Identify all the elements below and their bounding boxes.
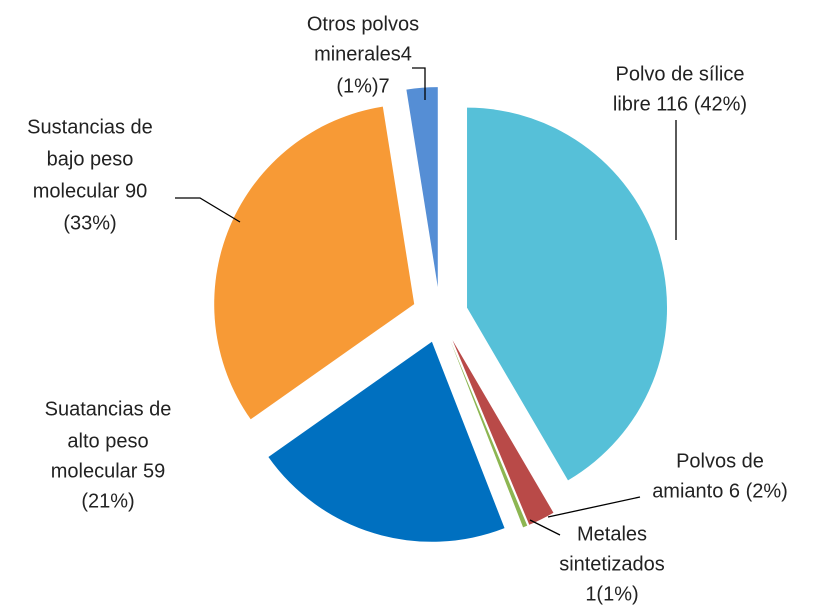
pie-slice (214, 106, 415, 420)
leader-line (412, 67, 426, 100)
pie-slice (268, 341, 505, 542)
slice-label: Metales (577, 523, 647, 545)
pie-slice (450, 340, 528, 528)
slice-label: Polvos de (676, 450, 764, 472)
pie-slice (406, 87, 438, 288)
leader-line (529, 519, 561, 536)
slice-label: amianto 6 (2%) (652, 480, 788, 502)
slice-label: libre 116 (42%) (613, 93, 747, 115)
slice-label: (1%)7 (336, 75, 389, 97)
leader-line (547, 496, 641, 518)
slice-label: molecular 90 (33, 180, 148, 202)
slice-label: bajo peso (47, 148, 134, 170)
slice-label: 1(1%) (585, 583, 638, 605)
pie-slice (467, 107, 668, 481)
slice-label: minerales4 (314, 43, 412, 65)
slice-label: alto peso (67, 430, 148, 452)
slice-label: (21%) (81, 490, 134, 512)
slice-label: molecular 59 (51, 460, 166, 482)
slice-label: Suatancias de (45, 398, 172, 420)
slice-label: Otros polvos (307, 13, 419, 35)
pie-slice (452, 340, 554, 525)
leader-line (175, 197, 241, 223)
slice-label: Sustancias de (27, 116, 153, 138)
slice-label: (33%) (63, 212, 116, 234)
slice-label: Polvo de sílice (616, 63, 745, 85)
slice-label: sintetizados (559, 553, 665, 575)
